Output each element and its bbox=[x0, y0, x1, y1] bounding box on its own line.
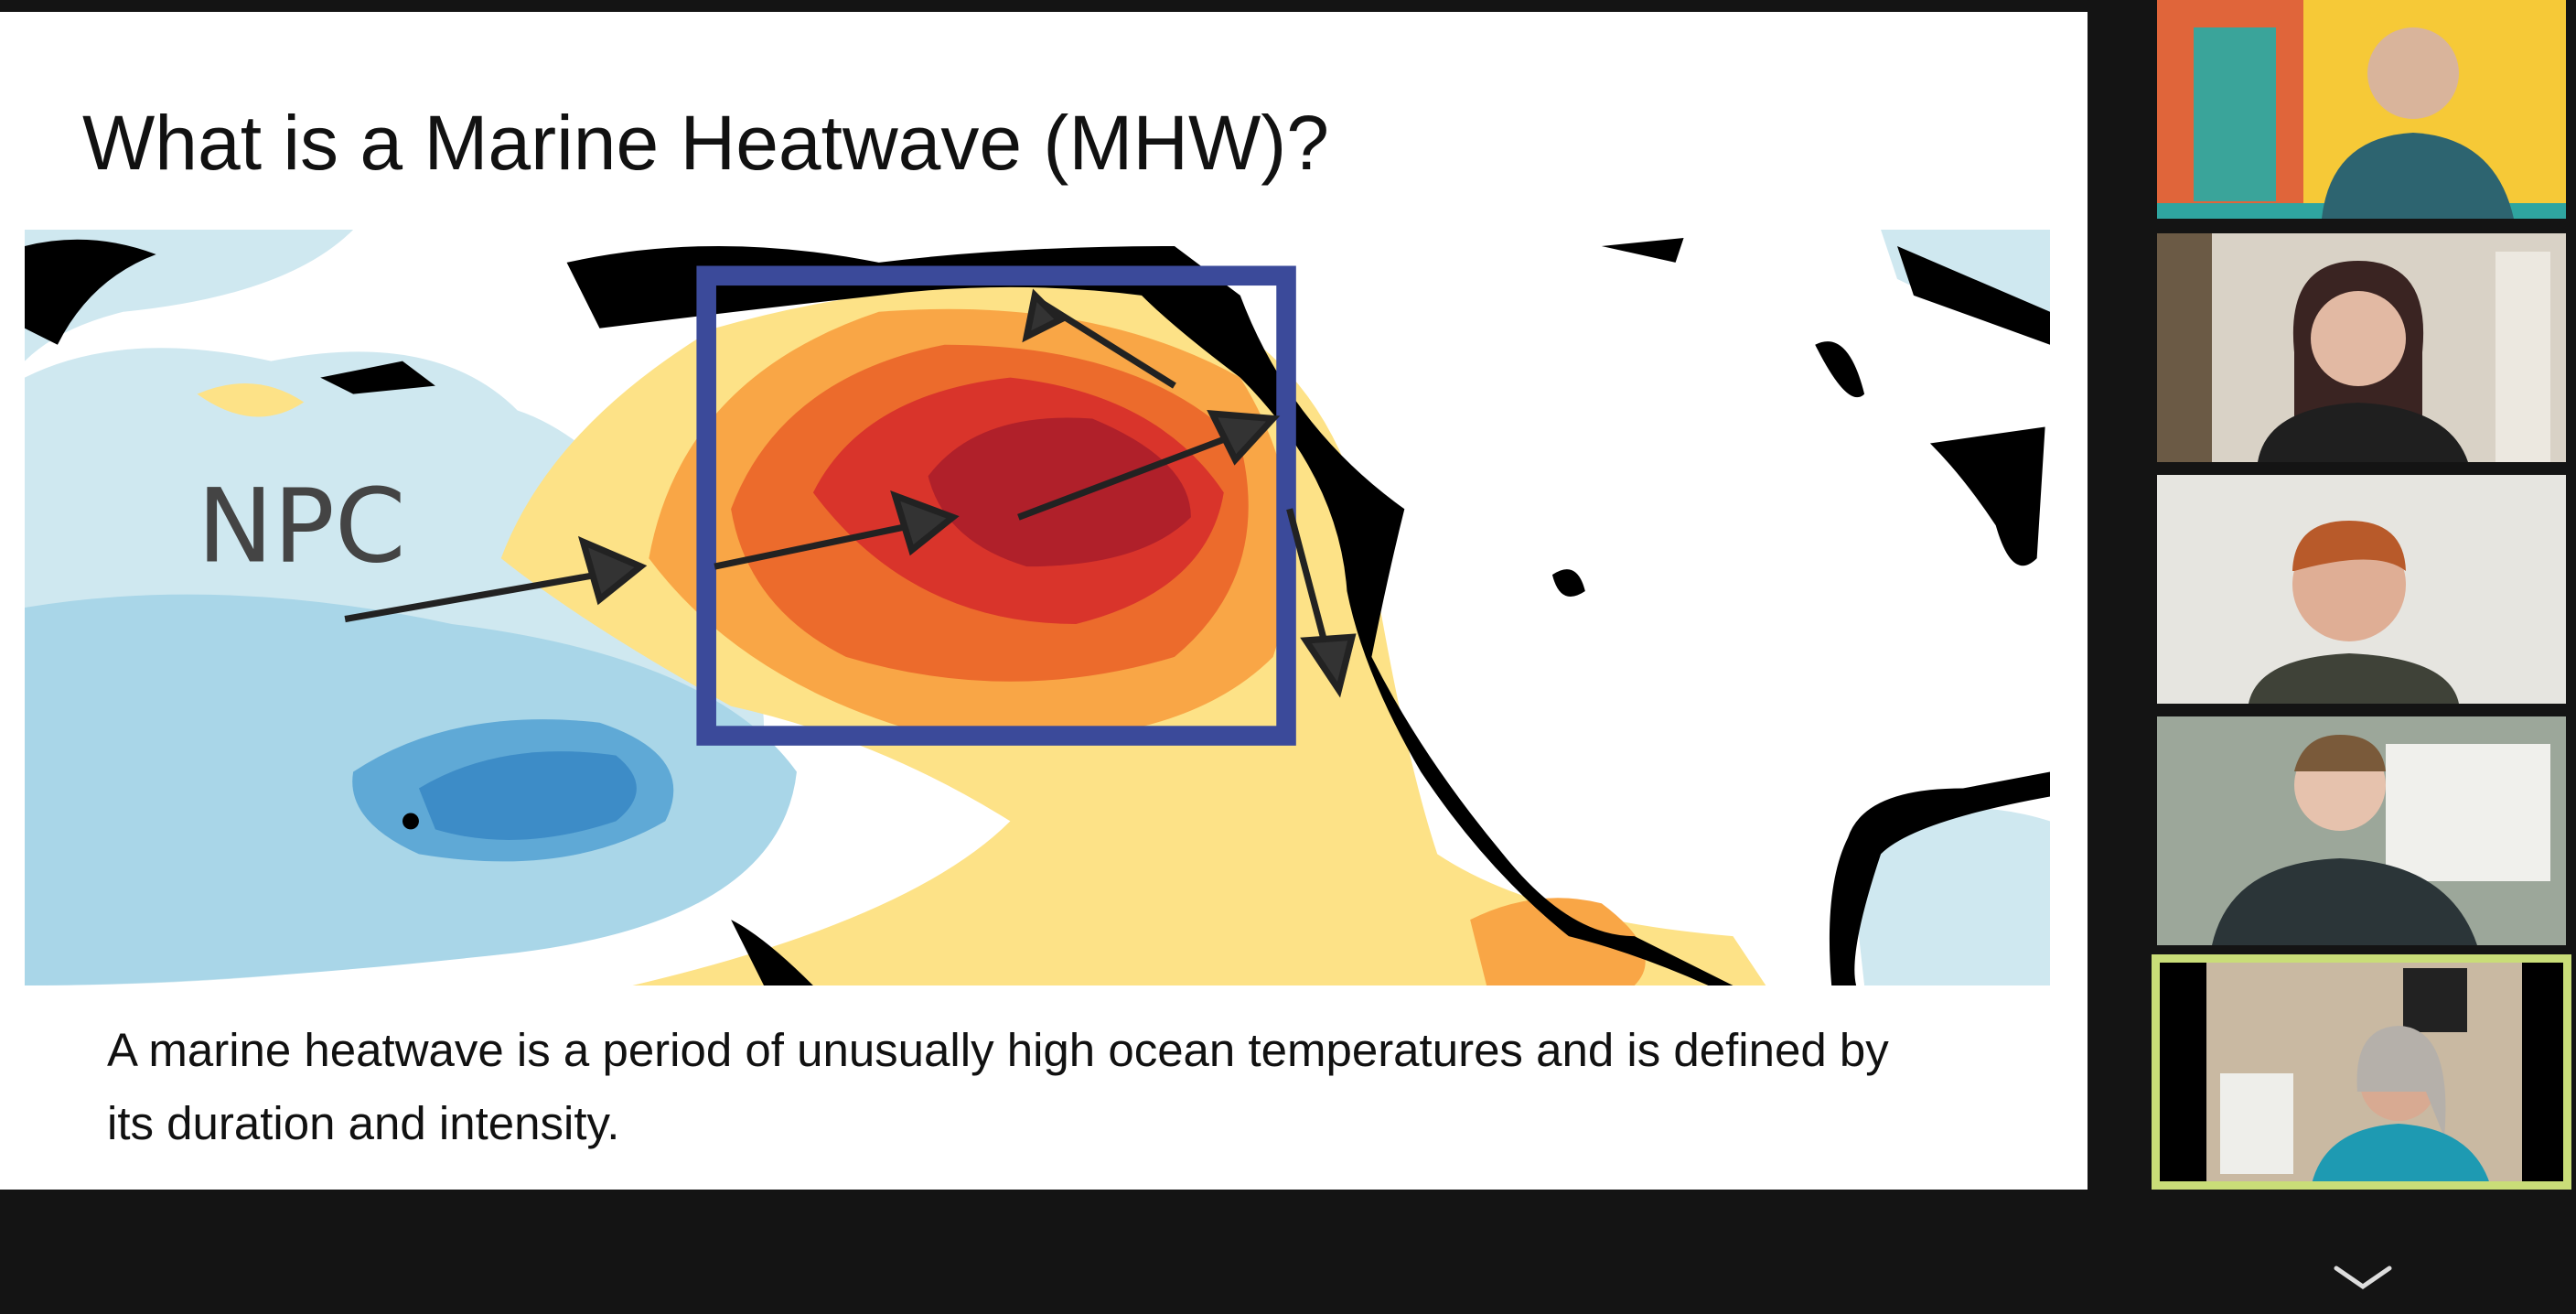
slide-title: What is a Marine Heatwave (MHW)? bbox=[82, 100, 1329, 186]
video-frame bbox=[2212, 735, 2550, 945]
participant-video[interactable] bbox=[2157, 0, 2566, 219]
active-speaker-video[interactable] bbox=[2152, 954, 2571, 1190]
participant-video[interactable] bbox=[2157, 475, 2566, 704]
sst-anomaly-map: NPC bbox=[25, 230, 2050, 986]
participant-video[interactable] bbox=[2157, 716, 2566, 945]
video-frame bbox=[2157, 0, 2566, 219]
participant-video[interactable] bbox=[2157, 233, 2566, 462]
scroll-down-chevron[interactable] bbox=[2333, 1263, 2393, 1294]
slide-body-text: A marine heatwave is a period of unusual… bbox=[107, 1024, 1889, 1149]
shared-slide: What is a Marine Heatwave (MHW)? bbox=[0, 12, 2088, 1190]
video-frame bbox=[2249, 521, 2459, 704]
video-frame bbox=[2154, 957, 2569, 1187]
video-frame bbox=[2157, 233, 2550, 462]
map-label: NPC bbox=[198, 469, 406, 587]
